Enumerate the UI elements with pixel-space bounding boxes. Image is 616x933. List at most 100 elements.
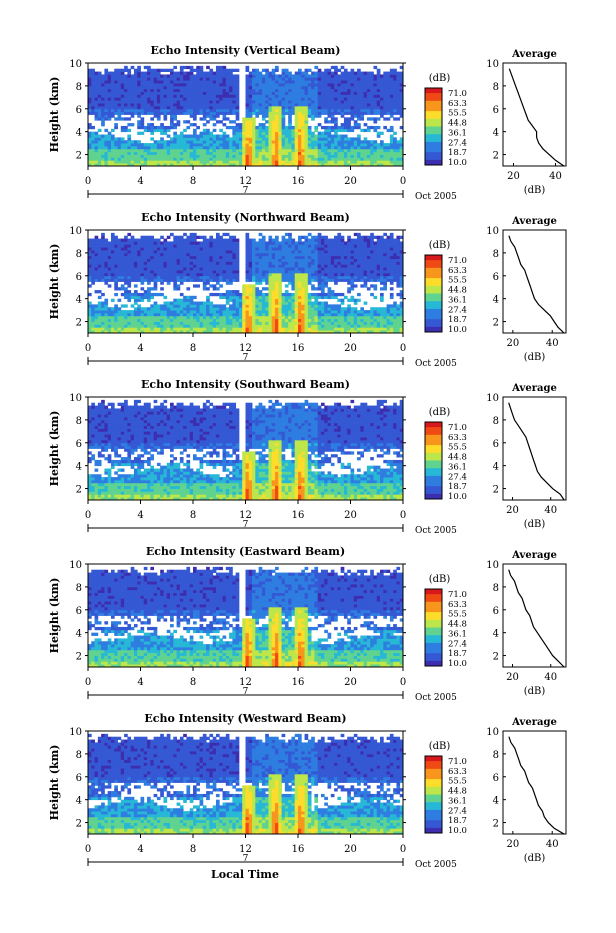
heatmap-cell xyxy=(298,239,302,242)
heatmap-cell xyxy=(328,77,332,80)
heatmap-cell xyxy=(351,109,355,112)
heatmap-cell xyxy=(354,155,358,158)
heatmap-cell xyxy=(252,244,256,247)
heatmap-cell xyxy=(268,126,272,129)
heatmap-cell xyxy=(216,324,220,327)
heatmap-cell xyxy=(334,152,338,155)
heatmap-cell xyxy=(282,117,286,120)
heatmap-cell xyxy=(295,279,299,282)
heatmap-cell xyxy=(200,302,204,305)
heatmap-cell xyxy=(127,282,131,285)
heatmap-cell xyxy=(203,86,207,89)
heatmap-cell xyxy=(298,103,302,106)
heatmap-cell xyxy=(219,267,223,270)
heatmap-cell xyxy=(252,253,256,256)
heatmap-cell xyxy=(137,316,141,319)
heatmap-cell xyxy=(387,117,391,120)
heatmap-cell xyxy=(255,115,259,118)
heatmap-cell xyxy=(232,307,236,310)
heatmap-cell xyxy=(98,83,102,86)
heatmap-cell xyxy=(301,103,305,106)
heatmap-cell xyxy=(141,296,145,299)
heatmap-cell xyxy=(98,290,102,293)
heatmap-cell xyxy=(186,112,190,115)
heatmap-cell xyxy=(183,89,187,92)
heatmap-cell xyxy=(351,74,355,77)
heatmap-cell xyxy=(324,112,328,115)
heatmap-cell xyxy=(147,103,151,106)
heatmap-cell xyxy=(141,307,145,310)
heatmap-cell xyxy=(272,310,276,313)
heatmap-cell xyxy=(278,109,282,112)
heatmap-cell xyxy=(88,239,92,242)
heatmap-cell xyxy=(259,89,263,92)
heatmap-cell xyxy=(160,109,164,112)
heatmap-cell xyxy=(301,86,305,89)
heatmap-cell xyxy=(305,302,309,305)
heatmap-cell xyxy=(301,290,305,293)
heatmap-cell xyxy=(141,152,145,155)
heatmap-cell xyxy=(177,270,181,273)
heatmap-cell xyxy=(150,123,154,126)
heatmap-cell xyxy=(163,244,167,247)
heatmap-cell xyxy=(252,86,256,89)
heatmap-cell xyxy=(200,103,204,106)
heatmap-cell xyxy=(114,80,118,83)
heatmap-cell xyxy=(173,152,177,155)
heatmap-cell xyxy=(104,83,108,86)
heatmap-cell xyxy=(163,302,167,305)
heatmap-cell xyxy=(291,319,295,322)
heatmap-cell xyxy=(127,319,131,322)
heatmap-cell xyxy=(108,115,112,118)
heatmap-cell xyxy=(196,149,200,152)
heatmap-cell xyxy=(127,109,131,112)
heatmap-cell xyxy=(144,256,148,259)
heatmap-cell xyxy=(308,89,312,92)
heatmap-cell xyxy=(370,86,374,89)
heatmap-cell xyxy=(196,69,200,72)
heatmap-cell xyxy=(252,103,256,106)
heatmap-cell xyxy=(157,316,161,319)
heatmap-cell xyxy=(131,310,135,313)
heatmap-cell xyxy=(383,143,387,146)
heatmap-cell xyxy=(301,313,305,316)
heatmap-cell xyxy=(278,244,282,247)
heatmap-cell xyxy=(370,97,374,100)
heatmap-cell xyxy=(318,135,322,138)
heatmap-cell xyxy=(298,83,302,86)
heatmap-cell xyxy=(190,92,194,95)
heatmap-cell xyxy=(354,80,358,83)
heatmap-cell xyxy=(380,112,384,115)
heatmap-cell xyxy=(232,261,236,264)
heatmap-cell xyxy=(118,276,122,279)
heatmap-cell xyxy=(236,92,240,95)
heatmap-cell xyxy=(180,155,184,158)
heatmap-cell xyxy=(88,80,92,83)
heatmap-cell xyxy=(265,74,269,77)
heatmap-cell xyxy=(91,146,95,149)
heatmap-cell xyxy=(190,322,194,325)
heatmap-cell xyxy=(101,92,105,95)
heatmap-cell xyxy=(177,157,181,160)
heatmap-cell xyxy=(246,146,250,149)
heatmap-cell xyxy=(275,282,279,285)
heatmap-cell xyxy=(108,89,112,92)
heatmap-cell xyxy=(236,157,240,160)
heatmap-cell xyxy=(305,74,309,77)
heatmap-cell xyxy=(114,92,118,95)
heatmap-cell xyxy=(298,115,302,118)
heatmap-cell xyxy=(249,155,253,158)
heatmap-cell xyxy=(282,324,286,327)
heatmap-cell xyxy=(357,77,361,80)
heatmap-cell xyxy=(137,253,141,256)
heatmap-cell xyxy=(291,284,295,287)
heatmap-cell xyxy=(298,310,302,313)
heatmap-cell xyxy=(141,123,145,126)
heatmap-cell xyxy=(209,100,213,103)
heatmap-cell xyxy=(226,250,230,253)
heatmap-cell xyxy=(219,273,223,276)
heatmap-cell xyxy=(144,126,148,129)
heatmap-cell xyxy=(331,135,335,138)
heatmap-cell xyxy=(160,74,164,77)
heatmap-cell xyxy=(255,324,259,327)
